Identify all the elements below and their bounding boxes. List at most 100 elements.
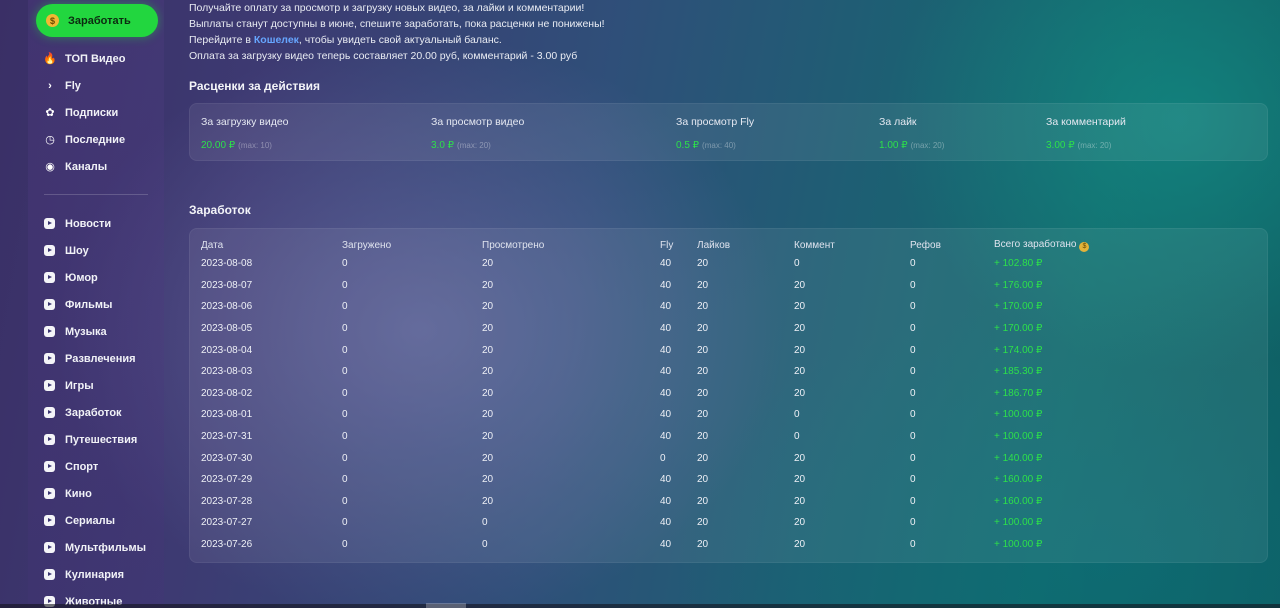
- table-cell: 20: [482, 409, 494, 421]
- sidebar-category-item[interactable]: Кино: [28, 480, 164, 507]
- table-cell: 0: [342, 409, 348, 421]
- table-cell: 0: [794, 409, 800, 421]
- table-cell: 20: [794, 301, 806, 313]
- sidebar-category-item[interactable]: Путешествия: [28, 426, 164, 453]
- earn-button[interactable]: $ Заработать: [36, 4, 158, 37]
- sidebar-category-label: Заработок: [65, 406, 122, 419]
- table-cell: 2023-07-28: [201, 495, 253, 507]
- earnings-card: Дата Загружено Просмотрено Fly Лайков Ко…: [189, 228, 1268, 563]
- sidebar-category-item[interactable]: Сериалы: [28, 507, 164, 534]
- table-row: 2023-08-07 0 20 40 20 20 0 + 176.00 ₽: [201, 275, 1154, 297]
- sidebar-category-item[interactable]: Заработок: [28, 399, 164, 426]
- intro-line: Оплата за загрузку видео теперь составля…: [189, 50, 578, 62]
- sidebar-divider: [44, 194, 148, 195]
- rate-max: (max: 10): [238, 141, 272, 150]
- table-cell: 20: [697, 539, 709, 551]
- total-earned-cell: + 185.30 ₽: [994, 366, 1043, 378]
- table-cell: 0: [342, 387, 348, 399]
- sidebar-item-fly[interactable]: › Fly: [28, 72, 164, 99]
- sidebar-category-item[interactable]: Юмор: [28, 264, 164, 291]
- sidebar-category-item[interactable]: Игры: [28, 372, 164, 399]
- horizontal-scrollbar[interactable]: [0, 604, 1280, 608]
- column-header: Загружено: [342, 240, 392, 251]
- chevron-right-icon: ›: [48, 79, 52, 92]
- table-cell: 40: [660, 539, 672, 551]
- rate-like: За лайк 1.00 ₽ (max: 20): [879, 116, 944, 151]
- total-earned-cell: + 100.00 ₽: [994, 517, 1043, 529]
- money-bag-icon: $: [46, 14, 59, 27]
- table-cell: 20: [697, 387, 709, 399]
- table-cell: 20: [794, 517, 806, 529]
- sidebar-category-label: Игры: [65, 379, 94, 392]
- wallet-link[interactable]: Кошелек: [253, 34, 299, 46]
- sidebar-category-item[interactable]: Новости: [28, 210, 164, 237]
- sidebar-category-item[interactable]: Кулинария: [28, 561, 164, 588]
- rate-fly: За просмотр Fly 0.5 ₽ (max: 40): [676, 116, 754, 151]
- table-cell: 40: [660, 258, 672, 270]
- subscriptions-icon: ✿: [45, 107, 55, 119]
- table-cell: 40: [660, 517, 672, 529]
- intro-text: Получайте оплату за просмотр и загрузку …: [189, 0, 889, 64]
- table-cell: 0: [910, 539, 916, 551]
- column-header-label: Всего заработано: [994, 239, 1077, 250]
- table-cell: 20: [794, 495, 806, 507]
- table-cell: 0: [482, 517, 488, 529]
- earnings-table: Дата Загружено Просмотрено Fly Лайков Ко…: [201, 238, 1154, 555]
- table-cell: 0: [910, 409, 916, 421]
- sidebar-category-label: Кино: [65, 487, 92, 500]
- sidebar-category-item[interactable]: Фильмы: [28, 291, 164, 318]
- column-header: Fly: [660, 240, 674, 251]
- table-cell: 0: [910, 344, 916, 356]
- rate-value: 1.00 ₽ (max: 20): [879, 140, 944, 151]
- rate-max: (max: 20): [910, 141, 945, 150]
- table-cell: 20: [794, 474, 806, 486]
- table-cell: 20: [697, 431, 709, 443]
- sidebar-category-item[interactable]: Развлечения: [28, 345, 164, 372]
- total-earned-cell: + 176.00 ₽: [994, 279, 1043, 291]
- play-icon: [44, 380, 55, 391]
- table-cell: 20: [697, 301, 709, 313]
- sidebar-category-item[interactable]: Мультфильмы: [28, 534, 164, 561]
- sidebar-category-item[interactable]: Музыка: [28, 318, 164, 345]
- total-earned-cell: + 170.00 ₽: [994, 301, 1043, 313]
- table-cell: 0: [660, 452, 666, 464]
- sidebar-item-channels[interactable]: ◉ Каналы: [28, 153, 164, 180]
- play-icon: [44, 596, 55, 607]
- table-cell: 0: [342, 517, 348, 529]
- table-cell: 0: [342, 452, 348, 464]
- table-cell: 20: [794, 323, 806, 335]
- intro-line: Получайте оплату за просмотр и загрузку …: [189, 2, 585, 14]
- table-cell: 0: [342, 474, 348, 486]
- play-icon: [44, 434, 55, 445]
- sidebar-item-recent[interactable]: ◷ Последние: [28, 126, 164, 153]
- play-icon: [44, 461, 55, 472]
- table-cell: 0: [794, 258, 800, 270]
- table-cell: 40: [660, 279, 672, 291]
- play-icon: [44, 488, 55, 499]
- table-cell: 20: [794, 279, 806, 291]
- table-cell: 0: [342, 495, 348, 507]
- total-earned-cell: + 174.00 ₽: [994, 344, 1043, 356]
- column-header: Коммент: [794, 240, 835, 251]
- scrollbar-thumb[interactable]: [426, 603, 466, 608]
- table-row: 2023-08-03 0 20 40 20 20 0 + 185.30 ₽: [201, 361, 1154, 383]
- table-cell: 20: [482, 258, 494, 270]
- table-cell: 20: [794, 539, 806, 551]
- table-cell: 0: [910, 323, 916, 335]
- table-cell: 40: [660, 474, 672, 486]
- sidebar-item-label: Последние: [65, 133, 126, 146]
- sidebar-category-label: Шоу: [65, 244, 89, 257]
- sidebar-item-subscriptions[interactable]: ✿ Подписки: [28, 99, 164, 126]
- sidebar-category-label: Путешествия: [65, 433, 138, 446]
- sidebar-category-item[interactable]: Шоу: [28, 237, 164, 264]
- total-earned-cell: + 100.00 ₽: [994, 431, 1043, 443]
- table-cell: 20: [482, 387, 494, 399]
- sidebar-item-top-video[interactable]: 🔥 ТОП Видео: [28, 45, 164, 72]
- table-cell: 20: [794, 366, 806, 378]
- sidebar-category-item[interactable]: Спорт: [28, 453, 164, 480]
- table-cell: 40: [660, 495, 672, 507]
- column-header: Рефов: [910, 240, 941, 251]
- sidebar-category-label: Спорт: [65, 460, 99, 473]
- table-cell: 2023-08-03: [201, 366, 253, 378]
- rate-label: За лайк: [879, 116, 917, 128]
